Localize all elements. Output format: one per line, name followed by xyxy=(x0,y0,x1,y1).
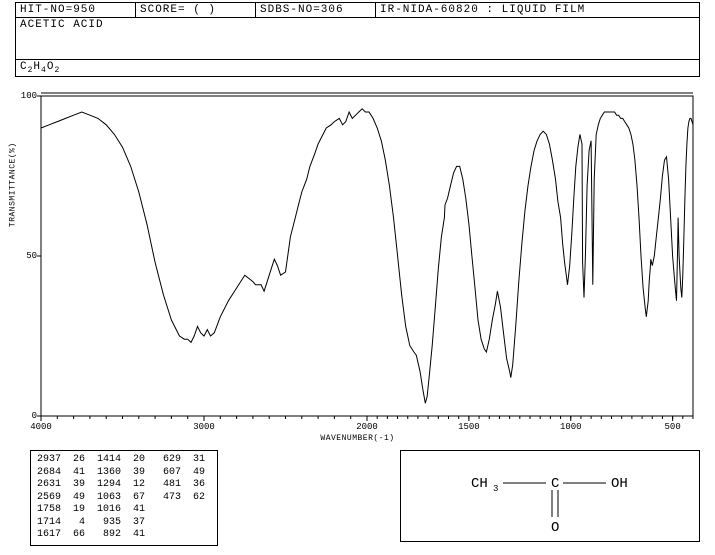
ytick-label: 100 xyxy=(17,91,37,101)
xtick-label: 3000 xyxy=(193,422,215,432)
formula-h: H xyxy=(33,61,41,73)
chart-svg xyxy=(15,90,700,440)
structure-svg: CH 3 C OH O xyxy=(401,451,701,543)
ir-info-cell: IR-NIDA-60820 : LIQUID FILM xyxy=(376,3,699,17)
xtick-label: 4000 xyxy=(30,422,52,432)
peak-table: 2937 26 1414 20 629 31 2684 41 1360 39 6… xyxy=(30,450,218,546)
compound-name: ACETIC ACID xyxy=(15,18,700,60)
svg-text:3: 3 xyxy=(493,484,498,494)
xtick-label: 1500 xyxy=(458,422,480,432)
sdbs-no-cell: SDBS-NO=306 xyxy=(256,3,376,17)
xtick-label: 2000 xyxy=(356,422,378,432)
svg-text:O: O xyxy=(551,520,559,536)
ytick-label: 0 xyxy=(17,411,37,421)
header-row: HIT-NO=950 SCORE= ( ) SDBS-NO=306 IR-NID… xyxy=(15,2,700,18)
spectrum-chart: TRANSMITTANCE(%) WAVENUMBER(-1) 05010040… xyxy=(15,90,700,440)
svg-text:OH: OH xyxy=(611,476,628,492)
svg-text:C: C xyxy=(551,476,559,492)
xtick-label: 500 xyxy=(665,422,681,432)
formula-c: C xyxy=(20,61,28,73)
bottom-section: 2937 26 1414 20 629 31 2684 41 1360 39 6… xyxy=(30,450,700,546)
x-axis-label: WAVENUMBER(-1) xyxy=(320,434,394,443)
svg-text:CH: CH xyxy=(471,476,488,492)
formula-2b: 2 xyxy=(54,66,60,75)
ytick-label: 50 xyxy=(17,251,37,261)
y-axis-label: TRANSMITTANCE(%) xyxy=(9,142,18,227)
xtick-label: 1000 xyxy=(560,422,582,432)
score-cell: SCORE= ( ) xyxy=(136,3,256,17)
formula-row: C2H4O2 xyxy=(15,60,700,77)
structure-box: CH 3 C OH O xyxy=(400,450,700,542)
hit-no-cell: HIT-NO=950 xyxy=(16,3,136,17)
